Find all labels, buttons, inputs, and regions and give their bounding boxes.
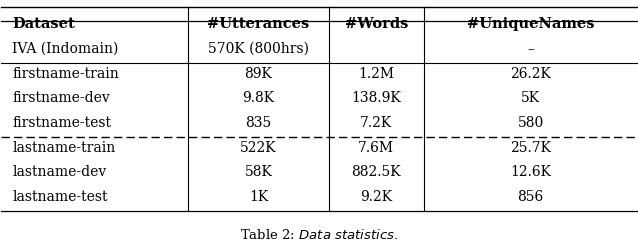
Text: 138.9K: 138.9K <box>352 91 401 105</box>
Text: 7.2K: 7.2K <box>360 116 392 130</box>
Text: 570K (800hrs): 570K (800hrs) <box>208 42 309 56</box>
Text: 12.6K: 12.6K <box>510 165 551 179</box>
Text: 522K: 522K <box>241 141 277 155</box>
Text: Table 2: $\it{Data\ statistics.}$: Table 2: $\it{Data\ statistics.}$ <box>240 228 398 242</box>
Text: 580: 580 <box>517 116 544 130</box>
Text: 9.2K: 9.2K <box>360 190 392 204</box>
Text: 7.6M: 7.6M <box>359 141 394 155</box>
Text: –: – <box>527 42 534 56</box>
Text: 58K: 58K <box>244 165 272 179</box>
Text: 89K: 89K <box>244 67 272 81</box>
Text: #Words: #Words <box>345 17 408 31</box>
Text: firstname-train: firstname-train <box>12 67 119 81</box>
Text: 835: 835 <box>246 116 272 130</box>
Text: lastname-test: lastname-test <box>12 190 108 204</box>
Text: firstname-test: firstname-test <box>12 116 111 130</box>
Text: 25.7K: 25.7K <box>510 141 551 155</box>
Text: 1.2M: 1.2M <box>359 67 394 81</box>
Text: 5K: 5K <box>521 91 540 105</box>
Text: lastname-dev: lastname-dev <box>12 165 107 179</box>
Text: 1K: 1K <box>249 190 268 204</box>
Text: 9.8K: 9.8K <box>242 91 274 105</box>
Text: lastname-train: lastname-train <box>12 141 115 155</box>
Text: Dataset: Dataset <box>12 17 75 31</box>
Text: IVA (Indomain): IVA (Indomain) <box>12 42 119 56</box>
Text: 882.5K: 882.5K <box>352 165 401 179</box>
Text: #Utterances: #Utterances <box>207 17 309 31</box>
Text: 26.2K: 26.2K <box>510 67 551 81</box>
Text: #UniqueNames: #UniqueNames <box>467 17 595 31</box>
Text: 856: 856 <box>517 190 544 204</box>
Text: firstname-dev: firstname-dev <box>12 91 110 105</box>
